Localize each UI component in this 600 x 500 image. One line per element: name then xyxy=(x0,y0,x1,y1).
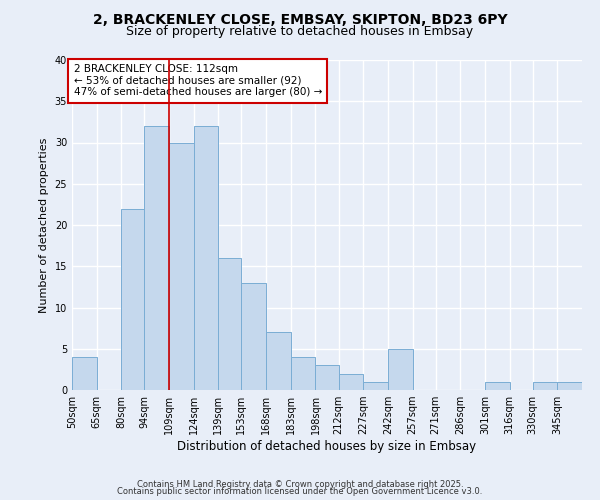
Y-axis label: Number of detached properties: Number of detached properties xyxy=(39,138,49,312)
Bar xyxy=(557,382,582,390)
Bar xyxy=(194,126,218,390)
Bar xyxy=(72,357,97,390)
Bar xyxy=(316,365,338,390)
Text: 2 BRACKENLEY CLOSE: 112sqm
← 53% of detached houses are smaller (92)
47% of semi: 2 BRACKENLEY CLOSE: 112sqm ← 53% of deta… xyxy=(74,64,322,98)
Bar xyxy=(533,382,557,390)
Text: Contains HM Land Registry data © Crown copyright and database right 2025.: Contains HM Land Registry data © Crown c… xyxy=(137,480,463,489)
Bar xyxy=(338,374,363,390)
Bar xyxy=(121,208,145,390)
Bar xyxy=(145,126,169,390)
Bar xyxy=(266,332,291,390)
X-axis label: Distribution of detached houses by size in Embsay: Distribution of detached houses by size … xyxy=(178,440,476,453)
Text: 2, BRACKENLEY CLOSE, EMBSAY, SKIPTON, BD23 6PY: 2, BRACKENLEY CLOSE, EMBSAY, SKIPTON, BD… xyxy=(92,12,508,26)
Bar xyxy=(388,349,413,390)
Bar xyxy=(291,357,316,390)
Bar xyxy=(363,382,388,390)
Text: Contains public sector information licensed under the Open Government Licence v3: Contains public sector information licen… xyxy=(118,488,482,496)
Text: Size of property relative to detached houses in Embsay: Size of property relative to detached ho… xyxy=(127,25,473,38)
Bar xyxy=(218,258,241,390)
Bar xyxy=(241,283,266,390)
Bar xyxy=(169,142,194,390)
Bar xyxy=(485,382,509,390)
